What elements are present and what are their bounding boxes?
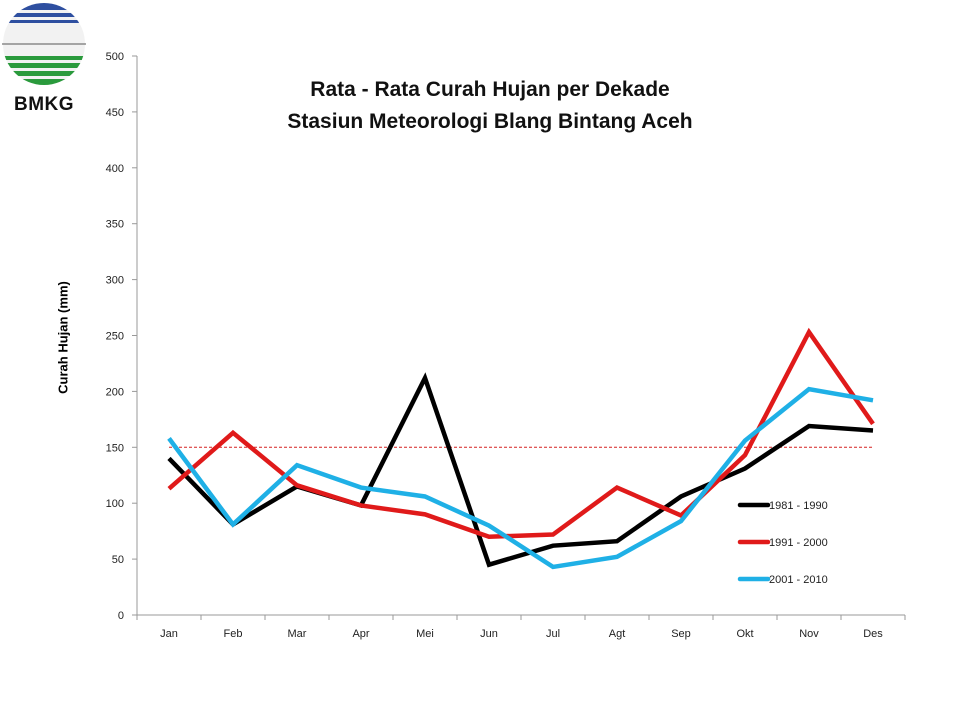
- x-tick-label: Okt: [736, 628, 753, 640]
- chart-subtitle: Stasiun Meteorologi Blang Bintang Aceh: [287, 110, 693, 133]
- x-tick-label: Jun: [480, 628, 498, 640]
- legend-label: 2001 - 2010: [769, 574, 828, 586]
- y-tick-label: 250: [106, 331, 124, 343]
- x-tick-label: Mei: [416, 628, 434, 640]
- y-tick-label: 300: [106, 275, 124, 287]
- x-tick-label: Agt: [609, 628, 626, 640]
- legend-label: 1991 - 2000: [769, 537, 828, 549]
- y-tick-label: 200: [106, 386, 124, 398]
- y-tick-label: 100: [106, 498, 124, 510]
- y-tick-label: 450: [106, 107, 124, 119]
- x-tick-label: Sep: [671, 628, 691, 640]
- x-tick-label: Jul: [546, 628, 560, 640]
- y-tick-label: 400: [106, 163, 124, 175]
- x-tick-label: Apr: [352, 628, 369, 640]
- series-line-0: [167, 372, 874, 568]
- chart-title: Rata - Rata Curah Hujan per Dekade: [310, 78, 670, 101]
- bmkg-logo: [2, 3, 86, 85]
- x-tick-label: Mar: [288, 628, 307, 640]
- legend-label: 1981 - 1990: [769, 500, 828, 512]
- y-tick-label: 150: [106, 442, 124, 454]
- x-tick-label: Nov: [799, 628, 819, 640]
- bmkg-logo-text: BMKG: [14, 94, 75, 115]
- series-line-2: [167, 386, 874, 570]
- y-tick-label: 50: [112, 554, 124, 566]
- x-tick-label: Des: [863, 628, 883, 640]
- x-tick-label: Feb: [224, 628, 243, 640]
- y-tick-label: 350: [106, 219, 124, 231]
- y-tick-label: 500: [106, 51, 124, 63]
- x-tick-label: Jan: [160, 628, 178, 640]
- y-tick-label: 0: [118, 610, 124, 622]
